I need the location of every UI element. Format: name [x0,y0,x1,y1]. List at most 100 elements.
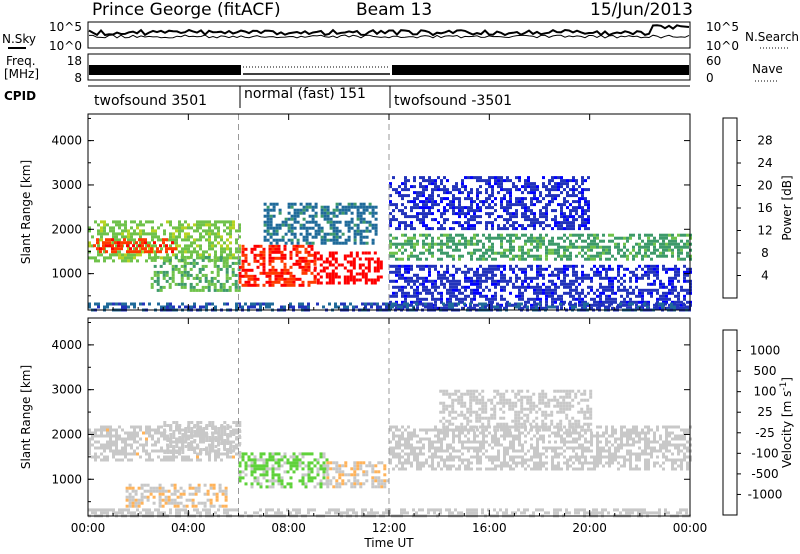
echo-cell [188,483,192,487]
echo-cell [184,458,187,462]
echo-cell [659,285,662,289]
echo-cell [446,443,449,447]
echo-cell [168,261,172,265]
echo-cell [410,206,413,210]
echo-cell [584,197,587,201]
echo-cell [283,244,287,248]
echo-cell [103,226,106,230]
echo-cell [392,254,395,258]
echo-cell [161,492,165,496]
echo-cell [142,443,145,447]
echo-cell [389,245,392,249]
echo-cell [156,282,160,286]
echo-cell [325,272,329,276]
echo-cell [659,245,662,249]
echo-cell [551,282,554,286]
echo-cell [136,434,139,438]
echo-cell [614,291,617,295]
echo-cell [425,431,428,435]
echo-cell [197,486,201,490]
echo-cell [404,437,407,441]
echo-cell [211,229,214,233]
echo-cell [476,440,479,444]
echo-cell [392,218,395,222]
echo-cell [560,215,563,219]
echo-cell [488,233,491,237]
echo-cell [214,458,217,462]
echo-cell [395,452,398,456]
echo-cell [106,232,109,236]
echo-cell [158,492,162,496]
echo-cell [389,425,392,429]
echo-cell [434,267,437,271]
echo-cell [434,446,437,450]
echo-cell [136,226,139,230]
echo-cell [617,273,620,277]
echo-cell [153,270,157,274]
echo-cell [509,179,512,183]
echo-cell [596,270,599,274]
echo-cell [178,430,182,433]
echo-cell [548,224,551,228]
echo-cell [220,442,224,445]
echo-cell [139,455,142,459]
echo-cell [467,267,470,271]
echo-cell [241,247,245,251]
echo-cell [109,226,112,230]
echo-cell [199,433,203,436]
echo-cell [416,203,419,207]
nsky-tick-low: 10^0 [49,39,82,53]
echo-cell [401,300,404,304]
echo-cell [407,254,410,258]
echo-cell [404,300,407,304]
echo-cell [290,205,294,209]
echo-cell [539,233,542,237]
echo-cell [186,276,190,280]
echo-cell [329,223,333,227]
echo-cell [162,261,166,265]
echo-cell [664,302,667,306]
echo-cell [250,250,254,254]
echo-cell [226,436,230,439]
echo-cell [442,302,445,306]
echo-cell [590,303,593,307]
echo-cell [199,247,202,251]
echo-cell [422,297,425,301]
echo-cell [138,250,141,254]
echo-cell [295,262,299,266]
echo-cell [467,440,470,444]
echo-cell [470,239,473,243]
echo-cell [491,282,494,286]
echo-cell [509,233,512,237]
echo-cell [608,294,611,298]
echo-cell [635,279,638,283]
echo-cell [121,235,124,239]
echo-cell [374,223,378,227]
echo-cell [443,242,446,246]
echo-cell [419,461,422,465]
echo-cell [404,276,407,280]
echo-cell [530,248,533,252]
echo-cell [142,446,145,450]
echo-cell [220,452,223,456]
echo-cell [503,197,506,201]
echo-cell [446,233,449,237]
echo-cell [508,302,511,306]
y-tick-label: 1000 [51,267,82,281]
echo-cell [144,238,147,242]
echo-cell [334,272,338,276]
echo-cell [319,467,323,471]
echo-cell [455,279,458,283]
echo-cell [452,197,455,201]
echo-cell [247,455,251,459]
echo-cell [581,245,584,249]
echo-cell [263,208,267,212]
echo-cell [656,267,659,271]
echo-cell [533,297,536,301]
echo-cell [166,448,170,451]
echo-cell [590,306,593,310]
echo-cell [437,236,440,240]
echo-cell [395,443,398,447]
echo-cell [401,264,404,268]
echo-cell [671,291,674,295]
